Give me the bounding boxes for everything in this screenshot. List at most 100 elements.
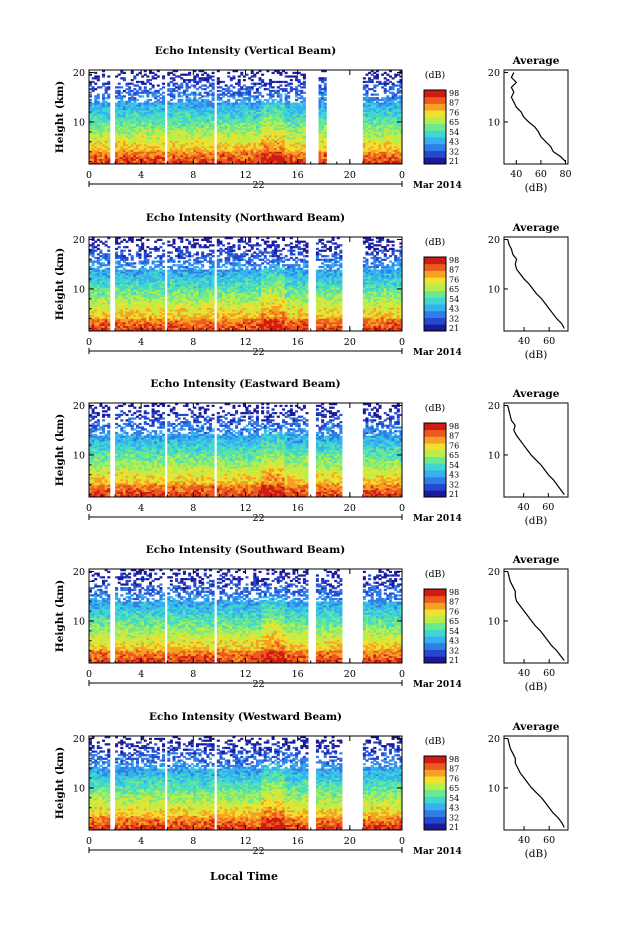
heatmap-cell: [146, 106, 150, 109]
heatmap-cell: [266, 98, 270, 102]
heatmap-cell: [102, 106, 106, 109]
heatmap-cell: [284, 160, 288, 163]
heatmap-cell: [250, 113, 254, 116]
heatmap-cell: [388, 109, 392, 112]
heatmap-cell: [396, 100, 400, 103]
heatmap-cell: [250, 107, 254, 111]
heatmap-cell: [89, 323, 93, 326]
heatmap-cell: [253, 106, 257, 109]
heatmap-cell: [128, 147, 132, 150]
heatmap-cell: [195, 106, 199, 109]
heatmap-cell: [99, 289, 103, 292]
heatmap-cell: [232, 126, 236, 129]
heatmap-cell: [117, 302, 121, 305]
heatmap-cell: [135, 323, 139, 326]
heatmap-cell: [167, 109, 171, 112]
heatmap-cell: [128, 320, 132, 323]
heatmap-cell: [89, 158, 93, 161]
heatmap-cell: [125, 144, 129, 147]
heatmap-cell: [229, 156, 233, 159]
heatmap-cell: [271, 140, 275, 143]
heatmap-cell: [211, 153, 215, 156]
heatmap-cell: [229, 127, 233, 131]
heatmap-cell: [120, 305, 124, 308]
heatmap-cell: [323, 106, 327, 109]
heatmap-cell: [258, 82, 262, 85]
heatmap-cell: [89, 251, 93, 254]
heatmap-cell: [141, 305, 145, 308]
heatmap-cell: [292, 126, 296, 129]
heatmap-cell: [133, 75, 137, 78]
heatmap-cell: [242, 129, 246, 132]
heatmap-cell: [125, 102, 129, 105]
heatmap-cell: [289, 140, 293, 143]
heatmap-cell: [167, 73, 171, 76]
heatmap-cell: [190, 158, 194, 161]
heatmap-cell: [396, 115, 400, 118]
heatmap-cell: [323, 120, 327, 123]
heatmap-cell: [271, 71, 275, 75]
heatmap-cell: [268, 135, 272, 138]
heatmap-cell: [386, 131, 390, 134]
heatmap-cell: [255, 97, 259, 100]
heatmap-cell: [386, 120, 390, 123]
heatmap-cell: [279, 158, 283, 161]
heatmap-cell: [365, 106, 369, 109]
heatmap-cell: [120, 264, 124, 267]
heatmap-cell: [151, 138, 155, 141]
heatmap-cell: [381, 122, 385, 125]
heatmap-cell: [242, 93, 246, 96]
heatmap-cell: [289, 135, 293, 138]
heatmap-cell: [117, 276, 121, 279]
heatmap-cell: [297, 115, 301, 118]
heatmap-cell: [266, 88, 270, 91]
heatmap-cell: [115, 117, 119, 120]
heatmap-cell: [373, 93, 377, 96]
heatmap-cell: [370, 109, 374, 112]
heatmap-cell: [368, 124, 372, 127]
heatmap-cell: [268, 79, 272, 82]
heatmap-cell: [203, 106, 207, 109]
heatmap-cell: [289, 102, 293, 105]
heatmap-cell: [300, 126, 304, 129]
heatmap-cell: [253, 102, 257, 105]
heatmap-cell: [156, 122, 160, 125]
heatmap-cell: [148, 91, 152, 94]
heatmap-cell: [188, 158, 192, 161]
heatmap-cell: [302, 142, 306, 145]
heatmap-cell: [162, 158, 166, 161]
heatmap-cell: [208, 147, 212, 150]
heatmap-cell: [216, 142, 220, 145]
heatmap-cell: [375, 151, 379, 154]
heatmap-cell: [154, 107, 158, 111]
heatmap-cell: [128, 280, 132, 283]
heatmap-cell: [156, 162, 160, 165]
heatmap-cell: [237, 107, 241, 111]
heatmap-cell: [206, 154, 210, 158]
heatmap-cell: [375, 117, 379, 120]
heatmap-cell: [169, 145, 173, 149]
heatmap-cell: [271, 124, 275, 127]
heatmap-cell: [245, 126, 249, 129]
heatmap-cell: [99, 102, 103, 105]
heatmap-cell: [386, 118, 390, 122]
heatmap-cell: [120, 153, 124, 156]
heatmap-cell: [99, 303, 103, 307]
heatmap-cell: [143, 151, 147, 154]
heatmap-cell: [399, 98, 403, 102]
heatmap-cell: [138, 109, 142, 112]
heatmap-cell: [146, 136, 150, 140]
heatmap-cell: [203, 100, 207, 103]
heatmap-cell: [198, 158, 202, 161]
heatmap-cell: [154, 93, 158, 96]
heatmap-cell: [154, 151, 158, 154]
heatmap-cell: [279, 149, 283, 152]
heatmap-cell: [383, 115, 387, 118]
heatmap-cell: [300, 115, 304, 118]
heatmap-cell: [216, 126, 220, 129]
heatmap-cell: [115, 293, 119, 296]
heatmap-cell: [102, 293, 106, 296]
heatmap-cell: [172, 147, 176, 150]
heatmap-cell: [138, 282, 142, 285]
heatmap-cell: [175, 160, 179, 163]
